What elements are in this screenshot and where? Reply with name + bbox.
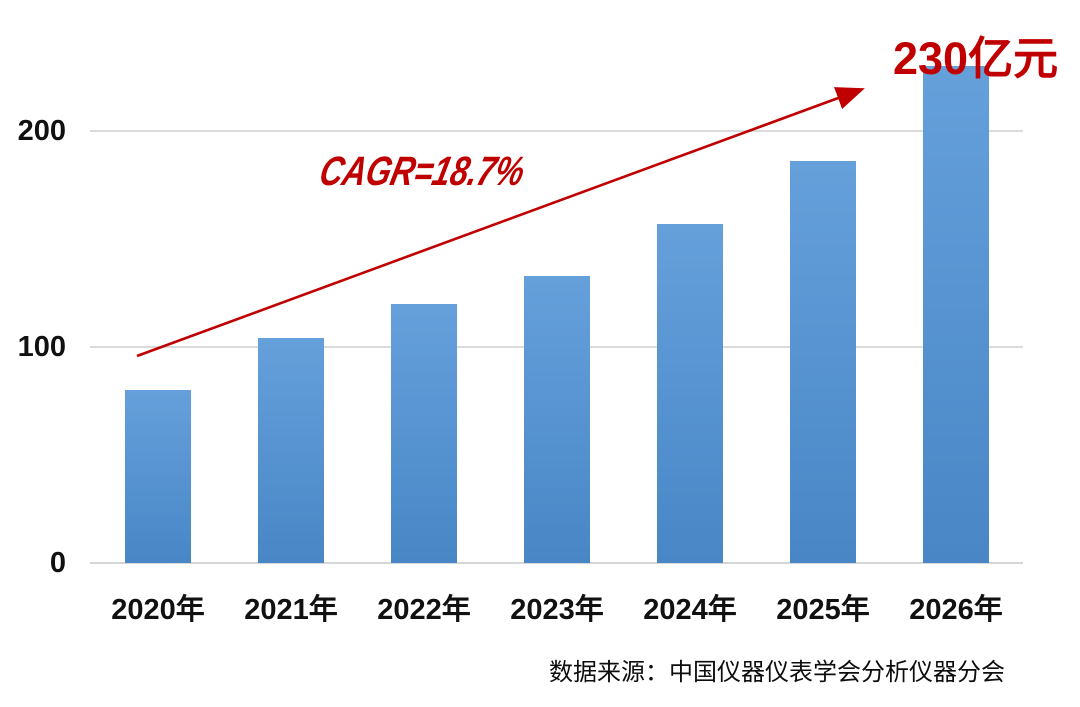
endpoint-value-label: 230亿元 [893,33,1059,84]
y-tick-200: 200 [17,115,66,147]
y-tick-0: 0 [49,547,66,579]
bar-2020 [125,390,191,563]
x-label-2025: 2025年 [776,594,870,626]
bar-2021 [258,338,324,563]
bar-2023 [524,276,590,563]
cagr-annotation: CAGR=18.7% [315,148,530,194]
bar-2025 [790,161,856,563]
x-label-2023: 2023年 [510,594,604,626]
y-tick-100: 100 [17,331,66,363]
gridline-0 [90,562,1023,564]
x-label-2020: 2020年 [111,594,205,626]
x-label-2024: 2024年 [643,594,737,626]
data-source-note: 数据来源：中国仪器仪表学会分析仪器分会 [549,659,1005,686]
x-label-2022: 2022年 [377,594,471,626]
gridline-200 [90,130,1023,132]
x-label-2026: 2026年 [909,594,1003,626]
bar-2022 [391,304,457,563]
bar-2026 [923,66,989,563]
bar-2024 [657,224,723,563]
x-label-2021: 2021年 [244,594,338,626]
